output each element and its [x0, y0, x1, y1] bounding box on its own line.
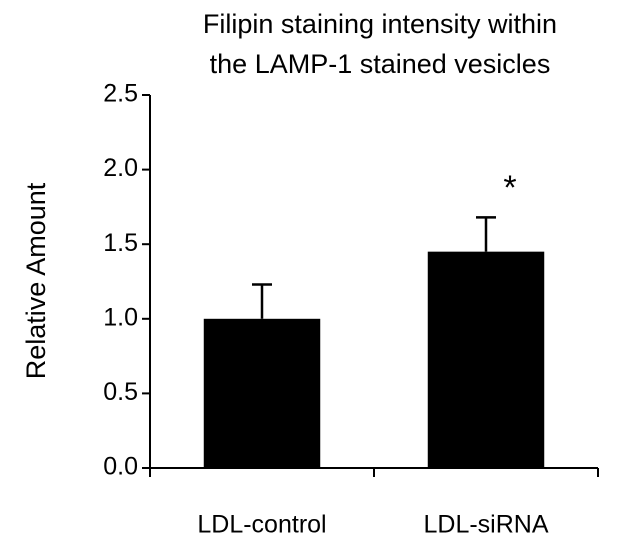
chart-title: Filipin staining intensity within: [203, 9, 557, 39]
y-tick-label: 2.5: [103, 80, 138, 108]
y-tick-label: 1.0: [103, 303, 138, 331]
chart-title: the LAMP-1 stained vesicles: [210, 49, 551, 79]
y-axis-label: Relative Amount: [21, 182, 51, 379]
y-tick-label: 2.0: [103, 154, 138, 182]
x-tick-label: LDL-siRNA: [423, 511, 548, 539]
y-tick-label: 0.0: [103, 453, 138, 481]
annotation: *: [503, 169, 516, 207]
error-bar: [476, 216, 496, 252]
bar: [203, 318, 321, 468]
y-tick-label: 0.5: [103, 378, 138, 406]
x-tick-label: LDL-control: [197, 511, 326, 539]
y-tick-label: 1.5: [103, 229, 138, 257]
bar: [427, 251, 545, 468]
error-bar: [252, 283, 272, 319]
